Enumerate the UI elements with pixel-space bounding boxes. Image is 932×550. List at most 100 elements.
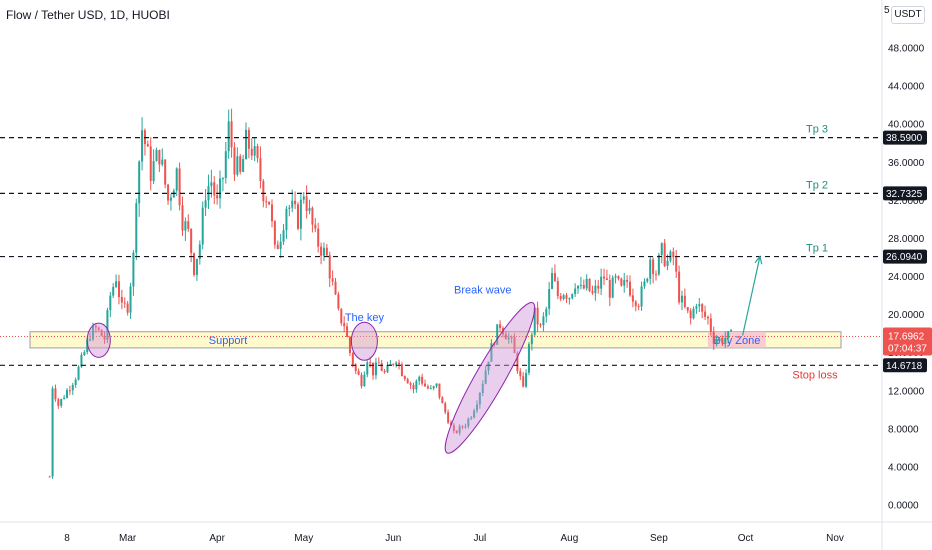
candle-body <box>582 284 585 289</box>
highlight-circles[interactable] <box>86 321 378 361</box>
candle-body <box>71 384 74 391</box>
candle-body <box>305 196 308 211</box>
tp-label: Tp 1 <box>806 243 828 255</box>
x-tick-label: Aug <box>560 533 578 544</box>
candle-body <box>325 247 328 256</box>
candle-body <box>201 207 204 245</box>
support-label: Support <box>209 335 248 347</box>
candle-body <box>247 129 250 149</box>
candle-body <box>230 121 233 148</box>
candle-body <box>418 376 421 381</box>
candle-body <box>704 311 707 317</box>
candle-body <box>115 281 118 287</box>
candle-body <box>441 397 444 404</box>
target-arrow[interactable] <box>742 255 763 336</box>
candle-body <box>421 376 424 384</box>
candle-body <box>701 304 704 312</box>
candle-body <box>317 228 320 247</box>
candle-body <box>548 288 551 309</box>
y-tick-label: 8.0000 <box>888 424 919 435</box>
candle-body <box>730 330 733 332</box>
candle-body <box>507 337 510 340</box>
currency-button[interactable]: USDT <box>891 6 925 24</box>
candle-body <box>698 304 701 307</box>
candle-body <box>253 146 256 156</box>
candle-body <box>103 335 106 340</box>
candle-body <box>86 339 89 353</box>
candle-body <box>666 260 669 267</box>
highlight-circle <box>86 322 111 358</box>
candle-body <box>100 329 103 336</box>
candle-body <box>291 200 294 208</box>
candle-body <box>611 277 614 298</box>
candle-body <box>74 379 77 385</box>
candle-body <box>634 301 637 307</box>
candle-body <box>334 281 337 295</box>
svg-text:26.0940: 26.0940 <box>886 252 923 263</box>
candle-body <box>372 362 375 376</box>
level-price-tag: 32.7325 <box>883 186 927 201</box>
candle-body <box>109 295 112 311</box>
candle-body <box>519 371 522 377</box>
candle-body <box>484 370 487 384</box>
candle-body <box>478 393 481 405</box>
candle-body <box>213 182 216 196</box>
svg-text:32.7325: 32.7325 <box>886 189 923 200</box>
svg-text:14.6718: 14.6718 <box>886 361 923 372</box>
y-tick-label: 32.0000 <box>888 196 925 207</box>
candle-body <box>138 161 141 204</box>
arrow-shaft <box>742 256 761 336</box>
candle-body <box>487 361 490 371</box>
candle-body <box>178 168 181 206</box>
current-price-value: 17.6962 <box>888 332 925 343</box>
candle-body <box>219 178 222 199</box>
candle-body <box>652 259 655 275</box>
candle-body <box>146 144 149 147</box>
candle-body <box>721 338 724 344</box>
candle-body <box>83 352 86 355</box>
candle-body <box>692 308 695 319</box>
candle-body <box>646 278 649 282</box>
break-wave-ellipse[interactable] <box>434 296 545 460</box>
candle-body <box>556 280 559 297</box>
annotations: The key Break wave <box>345 285 512 325</box>
support-zone[interactable]: Support <box>29 331 842 349</box>
candle-body <box>63 397 66 399</box>
candle-body <box>412 384 415 390</box>
candle-body <box>60 398 63 406</box>
candle-body <box>706 316 709 319</box>
candle-body <box>198 244 201 259</box>
candle-body <box>256 146 259 159</box>
candle-body <box>169 197 172 201</box>
candle-body <box>542 316 545 326</box>
x-tick-label: Jul <box>473 533 486 544</box>
x-tick-label: Nov <box>826 533 844 544</box>
candle-body <box>649 259 652 279</box>
axis-top-label: 5 <box>884 5 890 16</box>
candle-body <box>432 386 435 389</box>
candle-body <box>120 297 123 303</box>
candle-body <box>585 278 588 289</box>
candle-body <box>683 295 686 308</box>
candle-body <box>152 161 155 181</box>
candle-body <box>533 307 536 335</box>
candle-body <box>565 295 568 299</box>
candle-body <box>663 243 666 267</box>
candle-body <box>727 331 730 338</box>
candle-body <box>600 276 603 289</box>
candle-body <box>640 286 643 307</box>
candle-body <box>181 205 184 231</box>
candle-body <box>172 190 175 198</box>
candle-body <box>516 353 519 372</box>
candle-body <box>236 156 239 175</box>
x-tick-label: 8 <box>64 533 70 544</box>
candle-body <box>426 386 429 389</box>
candle-body <box>80 354 83 367</box>
x-axis[interactable]: 8 Mar Apr May Jun Jul Aug Sep Oct Nov <box>64 533 844 544</box>
candle-body <box>709 318 712 332</box>
price-levels[interactable]: 38.5900 Tp 3 32.7325 Tp 2 26.0940 Tp 1 14.6718… <box>0 124 927 382</box>
candle-body <box>302 196 305 200</box>
y-axis[interactable]: 0.00004.00008.000012.000016.000020.00002… <box>888 44 925 512</box>
